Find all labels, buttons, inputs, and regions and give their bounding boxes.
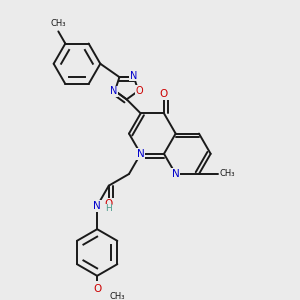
Text: O: O xyxy=(93,284,101,294)
Text: N: N xyxy=(110,86,117,97)
Text: O: O xyxy=(136,86,143,96)
Text: H: H xyxy=(105,204,112,213)
Text: N: N xyxy=(130,70,137,81)
Text: N: N xyxy=(172,169,179,179)
Text: O: O xyxy=(105,199,113,209)
Text: CH₃: CH₃ xyxy=(109,292,125,300)
Text: CH₃: CH₃ xyxy=(51,19,66,28)
Text: N: N xyxy=(137,149,145,159)
Text: CH₃: CH₃ xyxy=(219,169,235,178)
Text: N: N xyxy=(93,201,101,211)
Text: O: O xyxy=(160,89,168,99)
